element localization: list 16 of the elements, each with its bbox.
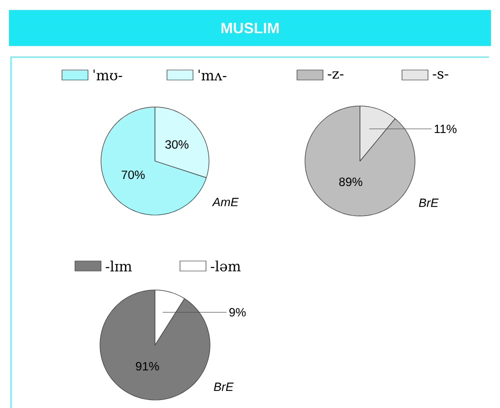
text: BrE — [418, 198, 439, 207]
legend-label: -z- — [328, 71, 344, 79]
text: AmE — [212, 198, 239, 206]
legend-label: ˈmʌ- — [198, 70, 226, 80]
data-label: 30% — [165, 140, 188, 149]
text: BrE — [214, 382, 234, 391]
legend-label: -lɪm — [106, 260, 132, 272]
legend-label: ˈmʊ- — [94, 70, 122, 80]
data-label: 70% — [122, 170, 145, 180]
data-label: 9% — [229, 308, 246, 317]
legend-label: -s- — [432, 71, 448, 79]
data-label: 91% — [136, 362, 159, 370]
chart-title: MUSLIM — [221, 22, 279, 34]
legend-label: -ləm — [210, 260, 241, 272]
data-label: 89% — [339, 178, 362, 186]
data-label: 11% — [434, 124, 457, 134]
